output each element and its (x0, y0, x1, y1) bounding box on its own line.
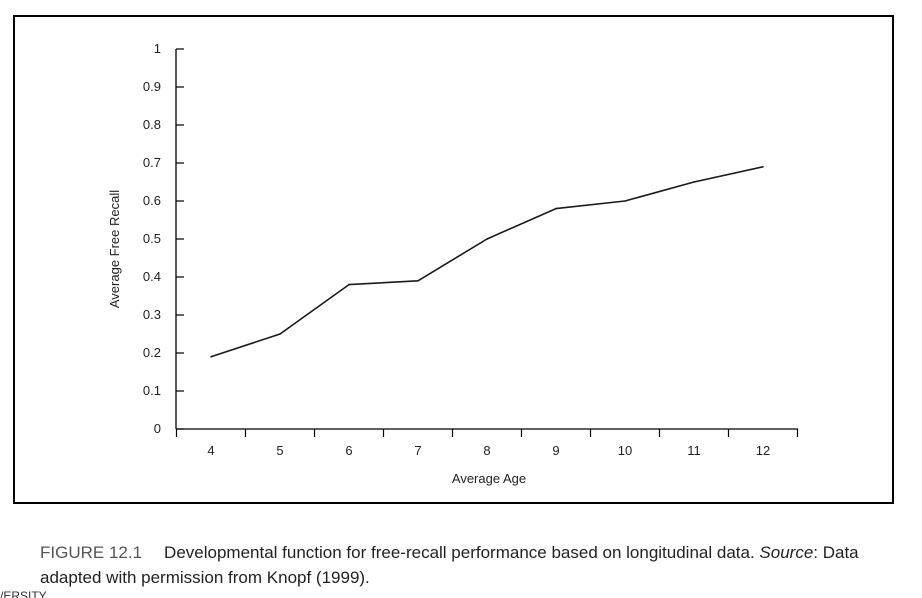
x-tick-label: 6 (345, 443, 352, 458)
cut-off-text: /ERSITY (0, 591, 47, 598)
y-tick-label: 0.7 (143, 155, 161, 170)
y-tick-label: 0.6 (143, 193, 161, 208)
x-tick-label: 5 (276, 443, 283, 458)
data-point (348, 283, 350, 286)
caption-source-label: Source (759, 543, 814, 562)
x-axis-title: Average Age (452, 471, 526, 486)
x-tick-label: 9 (552, 443, 559, 458)
figure-number: FIGURE 12.1 (40, 543, 143, 562)
data-point (210, 356, 212, 358)
data-point (762, 166, 764, 168)
x-tick-label: 10 (618, 443, 632, 458)
data-point (417, 280, 419, 282)
x-tick-label: 7 (414, 443, 421, 458)
y-tick-label: 0 (154, 421, 161, 436)
y-tick-label: 0.8 (143, 117, 161, 132)
data-point (486, 238, 488, 240)
y-tick-label: 0.3 (143, 307, 161, 322)
series-layer (210, 166, 764, 358)
line-chart: 0 0.1 0.2 0.3 0.4 0.5 0.6 0.7 0.8 0.9 1 4 5 6 7 8 9 10 11… (107, 41, 799, 486)
y-tick-label: 1 (154, 41, 161, 56)
data-point (693, 181, 695, 183)
y-tick-label: 0.1 (143, 383, 161, 398)
y-axis-title: Average Free Recall (107, 190, 122, 308)
data-point (624, 200, 626, 202)
x-tick-label: 4 (207, 443, 214, 458)
figure-frame: 0 0.1 0.2 0.3 0.4 0.5 0.6 0.7 0.8 0.9 1 4 5 6 7 8 9 10 11… (13, 15, 894, 504)
caption-source-text: : Data adapted with permission from Knop… (40, 543, 859, 587)
figure-caption: FIGURE 12.1 Developmental function for fr… (40, 540, 900, 590)
x-tick-label: 8 (483, 443, 490, 458)
x-axis: 4 5 6 7 8 9 10 11 12 (175, 428, 799, 458)
data-point (279, 333, 281, 335)
x-tick-label: 11 (687, 443, 701, 458)
data-point (555, 207, 557, 210)
y-tick-label: 0.5 (143, 231, 161, 246)
y-tick-label: 0.4 (143, 269, 161, 284)
y-tick-label: 0.2 (143, 345, 161, 360)
y-axis: 0 0.1 0.2 0.3 0.4 0.5 0.6 0.7 0.8 0.9 1 (143, 41, 184, 436)
caption-text: Developmental function for free-recall p… (164, 543, 760, 562)
x-tick-label: 12 (756, 443, 770, 458)
y-tick-label: 0.9 (143, 79, 161, 94)
series-line (210, 166, 764, 358)
